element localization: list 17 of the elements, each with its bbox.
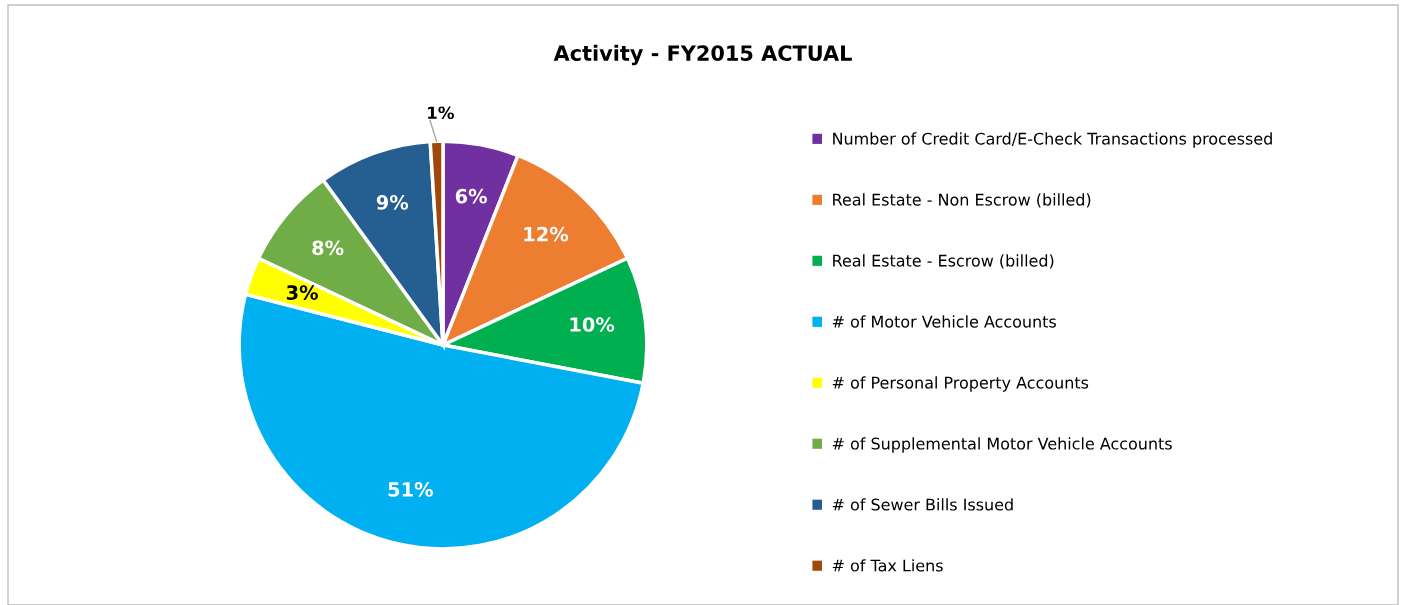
legend-label: # of Sewer Bills Issued bbox=[832, 498, 1013, 511]
data-label: 9% bbox=[376, 195, 409, 210]
data-label: 1% bbox=[428, 106, 454, 120]
legend-label: Real Estate - Escrow (billed) bbox=[833, 254, 1054, 269]
data-label: 12% bbox=[524, 226, 569, 242]
legend-label: Number of Credit Card/E-Check Transactions processed bbox=[833, 132, 1272, 148]
data-label: 8% bbox=[312, 240, 344, 256]
legend-label: # of Tax Liens bbox=[832, 559, 943, 572]
legend-label: # of Motor Vehicle Accounts bbox=[832, 315, 1056, 328]
data-label: 3% bbox=[286, 285, 318, 300]
legend-label: Real Estate - Non Escrow (billed) bbox=[833, 193, 1091, 208]
data-label: 10% bbox=[570, 317, 615, 332]
chart-title: Activity - FY2015 ACTUAL bbox=[553, 44, 852, 66]
legend-label: # of Personal Property Accounts bbox=[832, 376, 1089, 392]
data-label: 51% bbox=[388, 482, 433, 497]
data-label: 6% bbox=[455, 188, 487, 204]
legend-label: # of Supplemental Motor Vehicle Accounts bbox=[832, 437, 1172, 453]
